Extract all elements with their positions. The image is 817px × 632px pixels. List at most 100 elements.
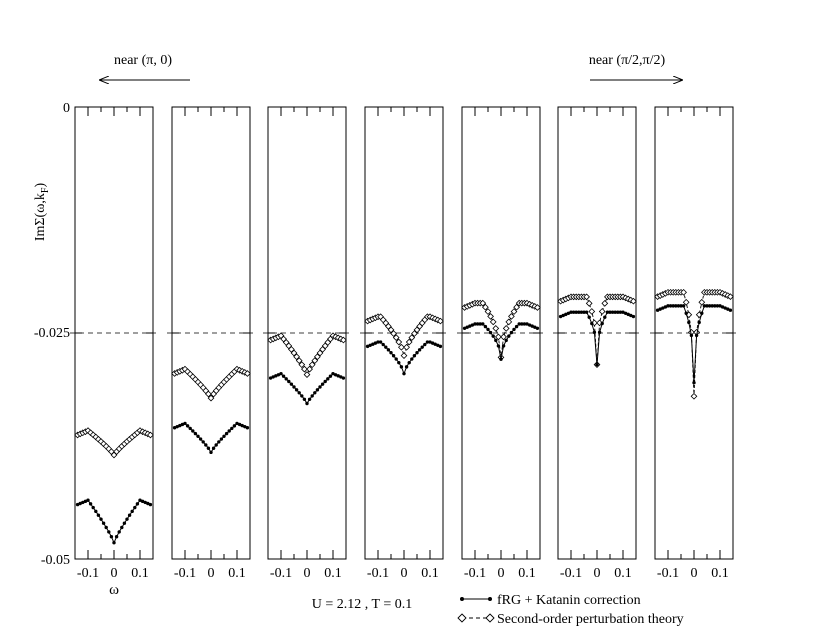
data-point-pt2: [682, 298, 690, 306]
y-tick-label-0: 0: [63, 101, 70, 116]
data-point-frg: [663, 305, 668, 309]
data-point-frg: [499, 357, 503, 361]
data-point-frg: [75, 502, 80, 507]
data-point-frg: [307, 397, 312, 401]
panel-1: -0.1 0 0.1: [70, 106, 158, 581]
data-point-frg: [376, 340, 380, 344]
data-point-pt2: [588, 308, 596, 315]
data-point-frg: [281, 374, 286, 378]
data-point-frg: [378, 340, 383, 344]
data-point-frg: [201, 440, 205, 444]
data-point-frg: [101, 521, 106, 525]
data-point-frg: [175, 424, 179, 429]
data-point-pt2: [293, 353, 300, 361]
data-point-pt2: [306, 365, 313, 373]
data-point-frg: [300, 394, 304, 398]
data-point-frg: [127, 513, 132, 517]
data-point-frg: [83, 499, 88, 504]
legend-marker-frg: [460, 597, 464, 601]
data-point-frg: [501, 344, 506, 348]
data-point-frg: [462, 326, 467, 330]
data-point-pt2: [311, 357, 319, 364]
data-point-frg: [616, 310, 620, 314]
panel-2: -0.1 0 0.1: [167, 106, 255, 581]
data-point-pt2: [495, 333, 502, 341]
data-point-pt2: [513, 303, 520, 311]
data-point-pt2: [244, 370, 251, 377]
panel-frame: [364, 106, 444, 560]
data-point-frg: [478, 322, 482, 326]
data-point-frg: [486, 327, 490, 332]
data-point-frg: [217, 440, 221, 444]
data-point-pt2: [583, 293, 590, 301]
data-point-frg: [178, 423, 182, 428]
data-point-frg: [658, 307, 662, 311]
data-point-frg: [107, 530, 111, 534]
data-point-frg: [687, 320, 691, 325]
data-point-pt2: [147, 431, 154, 439]
data-point-frg: [726, 307, 730, 311]
data-point-pt2: [314, 353, 321, 361]
data-point-pt2: [630, 297, 637, 305]
data-point-frg: [373, 341, 378, 345]
data-point-frg: [81, 500, 85, 505]
data-point-frg: [211, 446, 216, 450]
data-point-pt2: [489, 318, 497, 326]
data-point-frg: [268, 376, 273, 380]
data-point-frg: [417, 348, 422, 352]
data-point-frg: [333, 373, 338, 377]
data-point-frg: [368, 343, 372, 347]
data-point-pt2: [392, 334, 400, 341]
data-point-frg: [676, 304, 681, 308]
data-point-pt2: [487, 313, 494, 320]
legend-item-frg: fRG + Katanin correction: [460, 593, 641, 608]
data-point-frg: [391, 354, 396, 358]
data-point-frg: [140, 499, 145, 504]
data-point-frg: [274, 374, 278, 378]
data-point-pt2: [690, 392, 698, 400]
data-point-frg: [109, 535, 114, 539]
x-axis-label: ω: [109, 582, 119, 598]
data-point-frg: [185, 424, 190, 428]
data-point-frg: [209, 450, 213, 455]
data-point-frg: [525, 322, 529, 326]
data-point-frg: [595, 362, 599, 367]
data-point-pt2: [205, 390, 212, 398]
data-point-frg: [341, 376, 346, 380]
data-point-frg: [292, 385, 296, 389]
data-point-frg: [692, 381, 696, 385]
data-point-frg: [587, 315, 591, 319]
data-point-pt2: [479, 299, 487, 307]
data-point-frg: [655, 308, 660, 312]
data-point-frg: [522, 322, 527, 326]
data-point-frg: [143, 500, 147, 505]
data-point-pt2: [340, 336, 347, 344]
data-point-frg: [491, 334, 495, 338]
data-point-frg: [326, 377, 330, 381]
data-point-frg: [399, 365, 404, 369]
data-point-frg: [420, 345, 424, 349]
data-point-frg: [613, 310, 617, 314]
panel-frame: [557, 106, 637, 560]
data-point-pt2: [437, 317, 444, 325]
panels: -0.1 0 0.1 -0.1 0 0.1 -0.1 0 0.1 -0.1 0 0.1 -0.1 0 0.1…: [70, 106, 738, 581]
data-point-pt2: [398, 343, 405, 351]
panel-3: -0.1 0 0.1: [263, 106, 351, 581]
data-point-frg: [564, 312, 568, 317]
data-point-pt2: [387, 326, 395, 334]
data-point-frg: [297, 391, 301, 395]
data-point-frg: [473, 322, 477, 326]
legend-marker-frg: [488, 597, 492, 601]
data-point-frg: [198, 437, 203, 441]
data-point-frg: [470, 323, 475, 327]
data-point-frg: [423, 342, 427, 347]
data-point-pt2: [411, 330, 418, 337]
data-point-frg: [276, 373, 281, 377]
data-point-frg: [125, 517, 129, 521]
data-point-frg: [318, 385, 322, 389]
x-tick-label: -0.1: [174, 566, 196, 581]
data-point-frg: [661, 306, 665, 310]
data-point-frg: [328, 374, 333, 378]
data-point-frg: [230, 426, 234, 431]
data-point-pt2: [585, 299, 593, 307]
